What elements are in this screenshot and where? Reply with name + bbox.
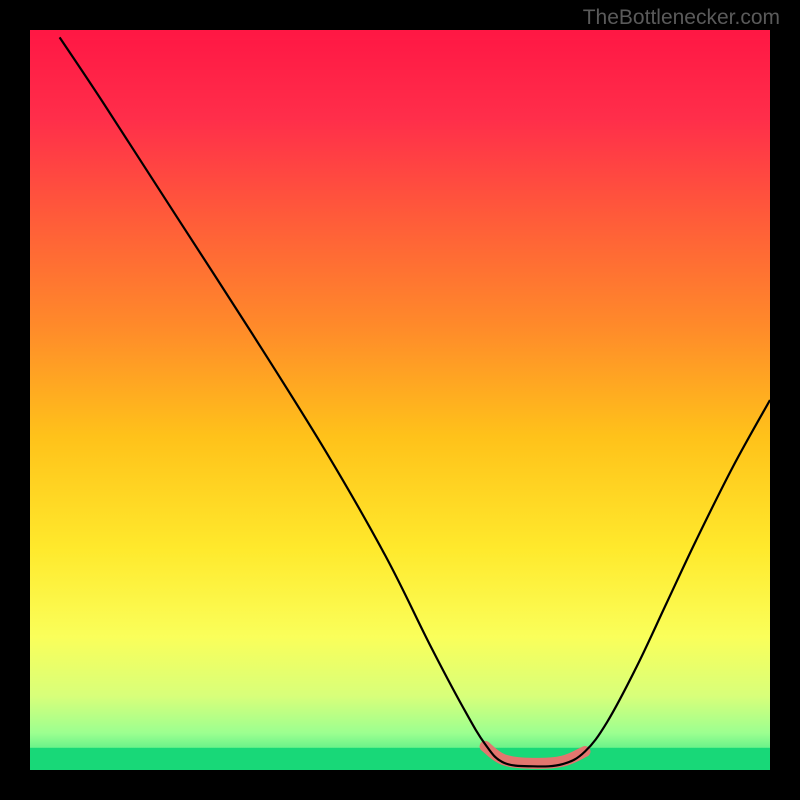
watermark: TheBottlenecker.com [583, 6, 780, 30]
chart-svg [30, 30, 770, 770]
green-bottom-band [30, 748, 770, 770]
gradient-background [30, 30, 770, 770]
bottleneck-chart [30, 30, 770, 770]
